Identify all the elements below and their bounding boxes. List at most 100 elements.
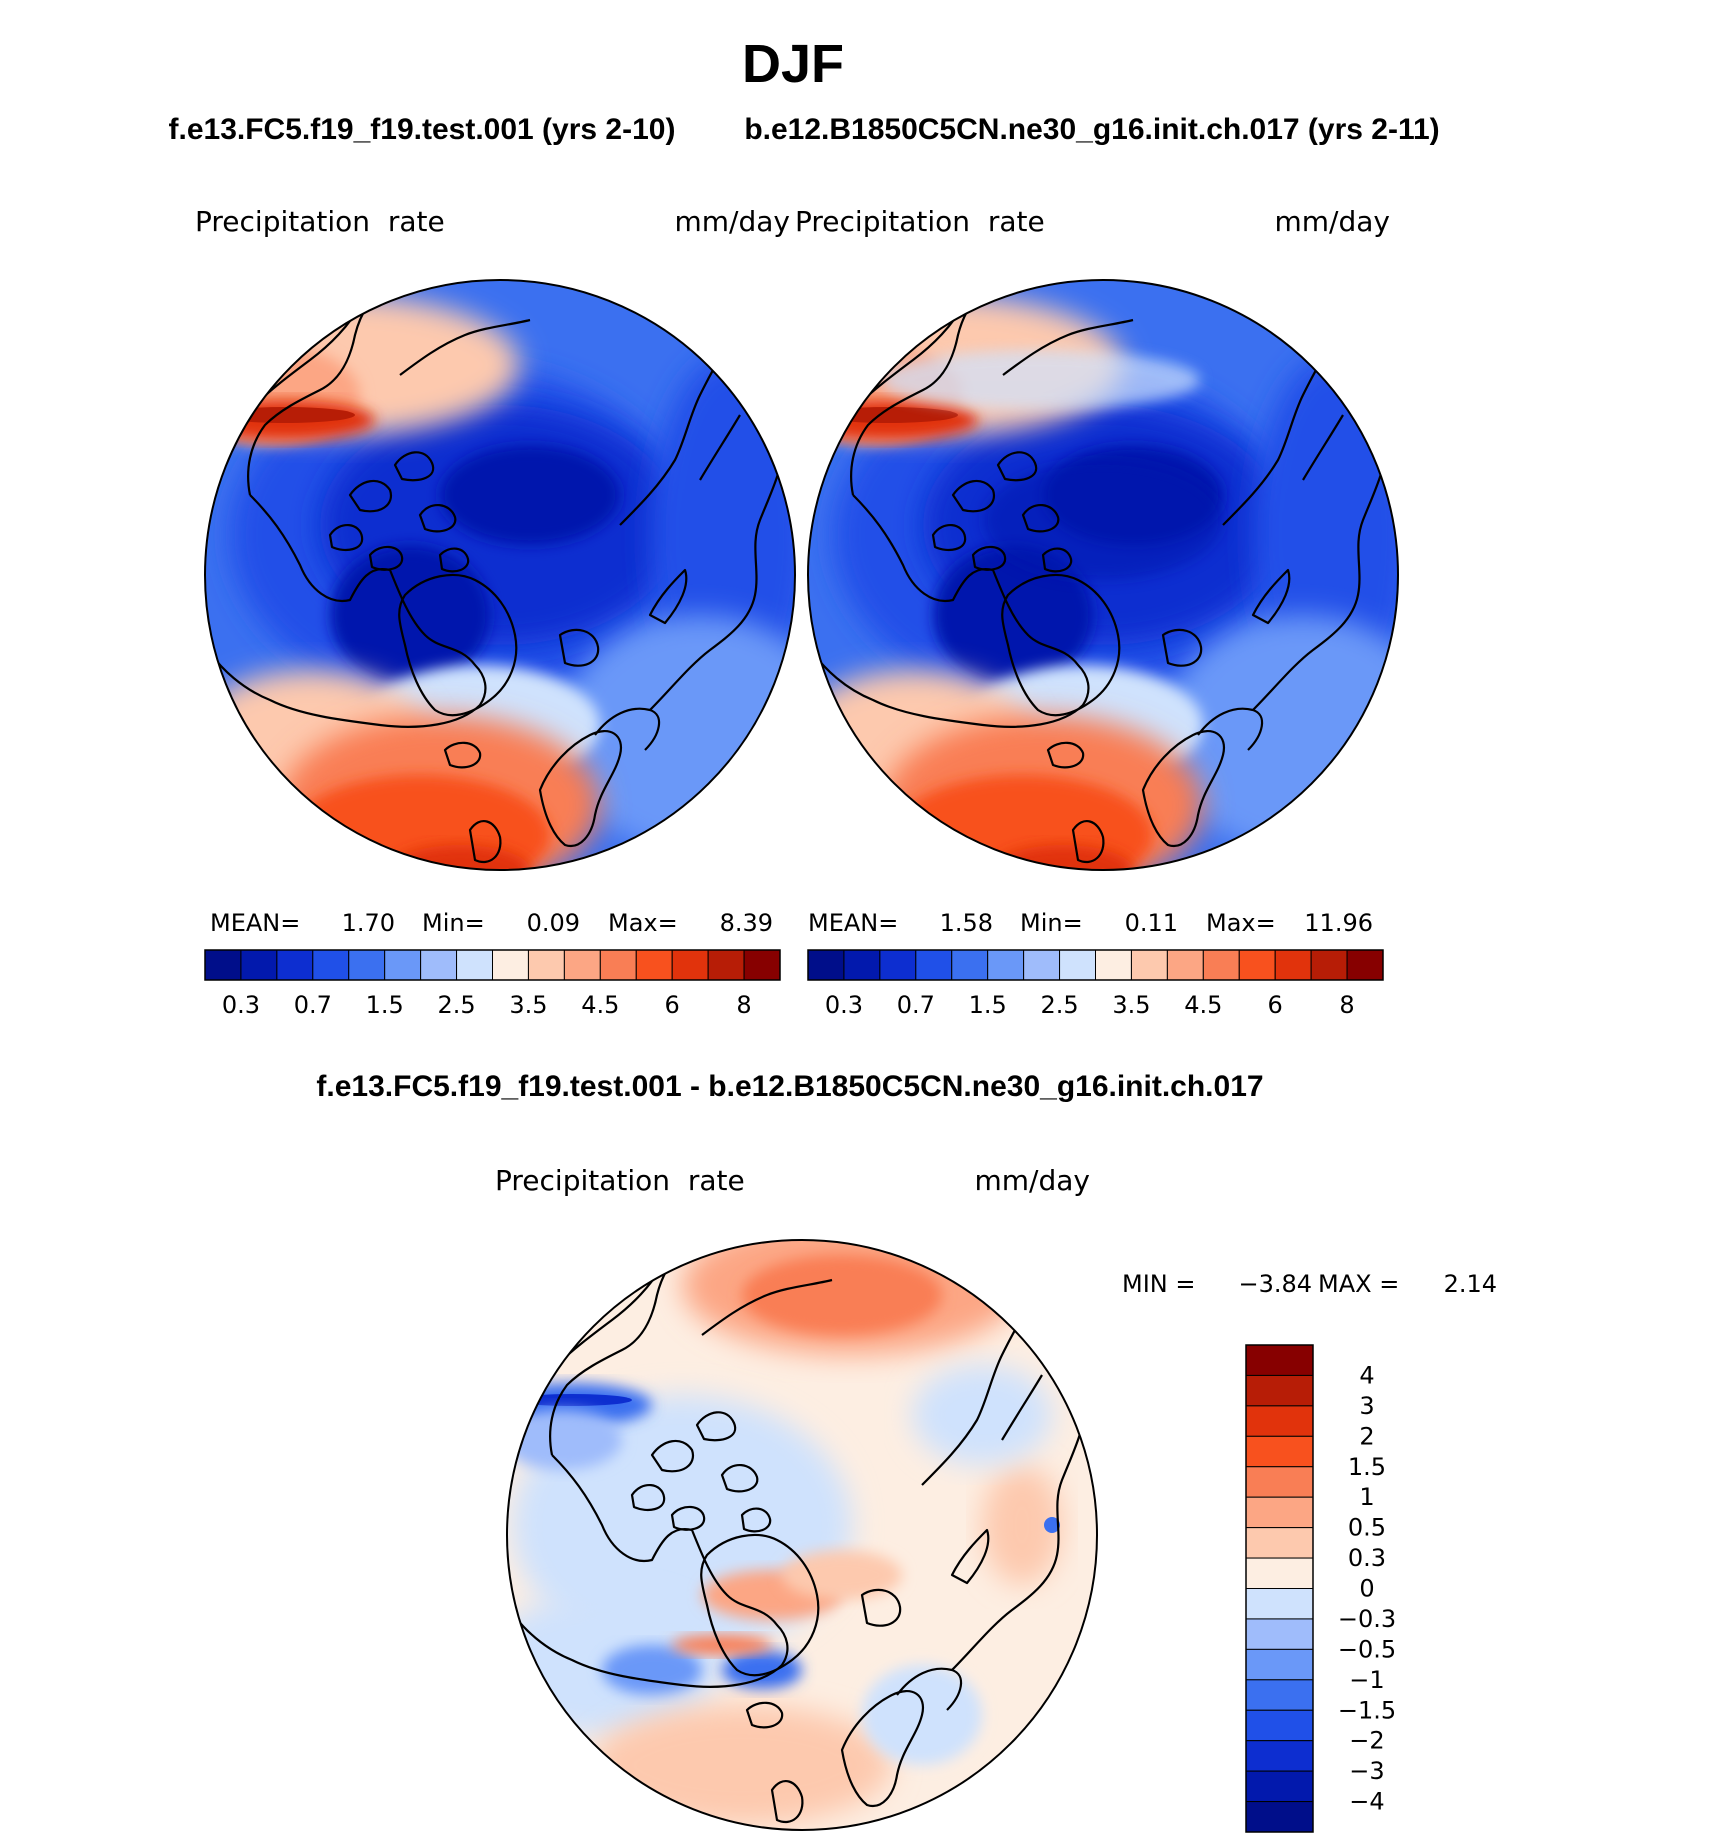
- colorbar-tick-label: 1.5: [366, 991, 404, 1019]
- colorbar-swatch: [879, 949, 917, 981]
- colorbar-frame: [807, 949, 1384, 981]
- colorbar-swatch: [420, 949, 458, 981]
- colorbar-swatch: [456, 949, 493, 981]
- colorbar-swatch: [1238, 949, 1276, 981]
- colorbar-swatch: [987, 949, 1025, 981]
- colorbar-tick-label: 1.5: [969, 991, 1007, 1019]
- colorbar-tick-label: −0.3: [1338, 1605, 1396, 1633]
- panel-test: Precipitation rate mm/day MEAN= 1.70 Min…: [195, 205, 840, 1019]
- panel-test-variable: Precipitation rate: [195, 205, 445, 238]
- colorbar-tick-label: 0: [1359, 1575, 1374, 1603]
- stats-max-label: MAX =: [1318, 1270, 1399, 1298]
- colorbar-swatch: [1059, 949, 1096, 981]
- colorbar-control: 0.3 0.7 1.5 2.5 3.5 4.5 6 8: [807, 949, 1384, 1019]
- colorbar-swatch: [1166, 949, 1204, 981]
- colorbar-swatch: [1245, 1405, 1314, 1437]
- colorbar-swatch: [276, 949, 314, 981]
- colorbar-swatch: [1202, 949, 1240, 981]
- colorbar-tick-label: 2: [1359, 1422, 1374, 1450]
- colorbar-swatch: [843, 949, 881, 981]
- colorbar-swatch: [1245, 1435, 1314, 1468]
- colorbar-swatch: [1245, 1801, 1314, 1833]
- panel-diff-units: mm/day: [975, 1164, 1091, 1197]
- map-test: [205, 275, 840, 895]
- colorbar-difference: 4 32 1.51 0.50.3 0−0.3−0.5 −1−1.5 −2−3 −4: [1245, 1344, 1396, 1833]
- stats-max-label: Max=: [608, 909, 678, 937]
- stats-min-value: 0.11: [1125, 909, 1178, 937]
- colorbar-tick-label: −1.5: [1338, 1696, 1396, 1724]
- colorbar-tick-label: 0.3: [1348, 1544, 1386, 1572]
- colorbar-tick-label: 3.5: [509, 991, 547, 1019]
- colorbar-tick-label: 0.7: [897, 991, 935, 1019]
- left-case-title: f.e13.FC5.f19_f19.test.001 (yrs 2-10): [169, 113, 676, 146]
- colorbar-tick-label: −4: [1349, 1788, 1384, 1816]
- colorbar-tick-label: −2: [1349, 1727, 1384, 1755]
- colorbar-tick-label: 1: [1359, 1483, 1374, 1511]
- stats-min-label: MIN =: [1122, 1270, 1195, 1298]
- colorbar-swatch: [492, 949, 529, 981]
- colorbar-swatch: [312, 949, 350, 981]
- colorbar-tick-label: 6: [665, 991, 680, 1019]
- colorbar-tick-label: 4.5: [581, 991, 619, 1019]
- colorbar-tick-label: 4.5: [1184, 991, 1222, 1019]
- stats-test: MEAN= 1.70 Min= 0.09 Max= 8.39: [210, 909, 773, 937]
- colorbar-swatch: [951, 949, 989, 981]
- colorbar-tick-label: 2.5: [1040, 991, 1078, 1019]
- colorbar-swatch: [384, 949, 422, 981]
- colorbar-tick-label: 0.3: [825, 991, 863, 1019]
- colorbar-swatch: [1245, 1740, 1314, 1772]
- colorbar-tick-label: −3: [1349, 1757, 1384, 1785]
- colorbar-tick-label: 6: [1268, 991, 1283, 1019]
- colorbar-tick-label: −1: [1349, 1666, 1384, 1694]
- colorbar-frame: [204, 949, 781, 981]
- colorbar-swatch: [1245, 1709, 1314, 1742]
- colorbar-tick-label: 3.5: [1112, 991, 1150, 1019]
- panel-test-units: mm/day: [675, 205, 791, 238]
- season-title: DJF: [742, 34, 844, 94]
- colorbar-test: 0.3 0.7 1.5 2.5 3.5 4.5 6 8: [204, 949, 781, 1019]
- stats-max-value: 8.39: [720, 909, 773, 937]
- stats-mean-value: 1.58: [940, 909, 993, 937]
- colorbar-swatch: [915, 949, 953, 981]
- colorbar-swatch: [1346, 949, 1384, 981]
- panel-difference: Precipitation rate mm/day MIN = −3.84 MA…: [495, 1164, 1497, 1835]
- stats-difference: MIN = −3.84 MAX = 2.14: [1122, 1270, 1497, 1298]
- colorbar-swatch: [1245, 1770, 1314, 1803]
- stats-min-label: Min=: [422, 909, 485, 937]
- difference-title: f.e13.FC5.f19_f19.test.001 - b.e12.B1850…: [316, 1070, 1263, 1103]
- colorbar-swatch: [671, 949, 709, 981]
- colorbar-swatch: [1245, 1679, 1314, 1711]
- panel-control: Precipitation rate mm/day MEAN= 1.58 Min…: [795, 205, 1443, 1019]
- colorbar-swatch: [1095, 949, 1132, 981]
- colorbar-frame: [1245, 1344, 1314, 1833]
- colorbar-swatch: [204, 949, 242, 981]
- colorbar-swatch: [1245, 1374, 1314, 1407]
- stats-control: MEAN= 1.58 Min= 0.11 Max= 11.96: [808, 909, 1373, 937]
- colorbar-swatch: [1274, 949, 1312, 981]
- colorbar-tick-label: 4: [1359, 1361, 1374, 1389]
- colorbar-tick-label: 0.5: [1348, 1514, 1386, 1542]
- colorbar-swatch: [1245, 1496, 1314, 1529]
- stats-max-value: 2.14: [1444, 1270, 1497, 1298]
- colorbar-swatch: [1245, 1618, 1314, 1650]
- colorbar-swatch: [240, 949, 278, 981]
- map-difference: [507, 1215, 1102, 1835]
- colorbar-tick-label: 1.5: [1348, 1453, 1386, 1481]
- stats-max-label: Max=: [1206, 909, 1276, 937]
- colorbar-swatch: [743, 949, 781, 981]
- colorbar-swatch: [1245, 1588, 1314, 1620]
- stats-mean-value: 1.70: [342, 909, 395, 937]
- stats-max-value: 11.96: [1304, 909, 1373, 937]
- stats-min-value: 0.09: [527, 909, 580, 937]
- colorbar-swatch: [707, 949, 745, 981]
- colorbar-swatch: [1245, 1557, 1314, 1589]
- right-case-title: b.e12.B1850C5CN.ne30_g16.init.ch.017 (yr…: [744, 113, 1439, 146]
- panel-diff-variable: Precipitation rate: [495, 1164, 745, 1197]
- colorbar-swatch: [527, 949, 565, 981]
- stats-mean-label: MEAN=: [808, 909, 898, 937]
- colorbar-swatch: [1023, 949, 1061, 981]
- map-control: [808, 275, 1443, 895]
- colorbar-swatch: [807, 949, 845, 981]
- colorbar-tick-label: 3: [1359, 1392, 1374, 1420]
